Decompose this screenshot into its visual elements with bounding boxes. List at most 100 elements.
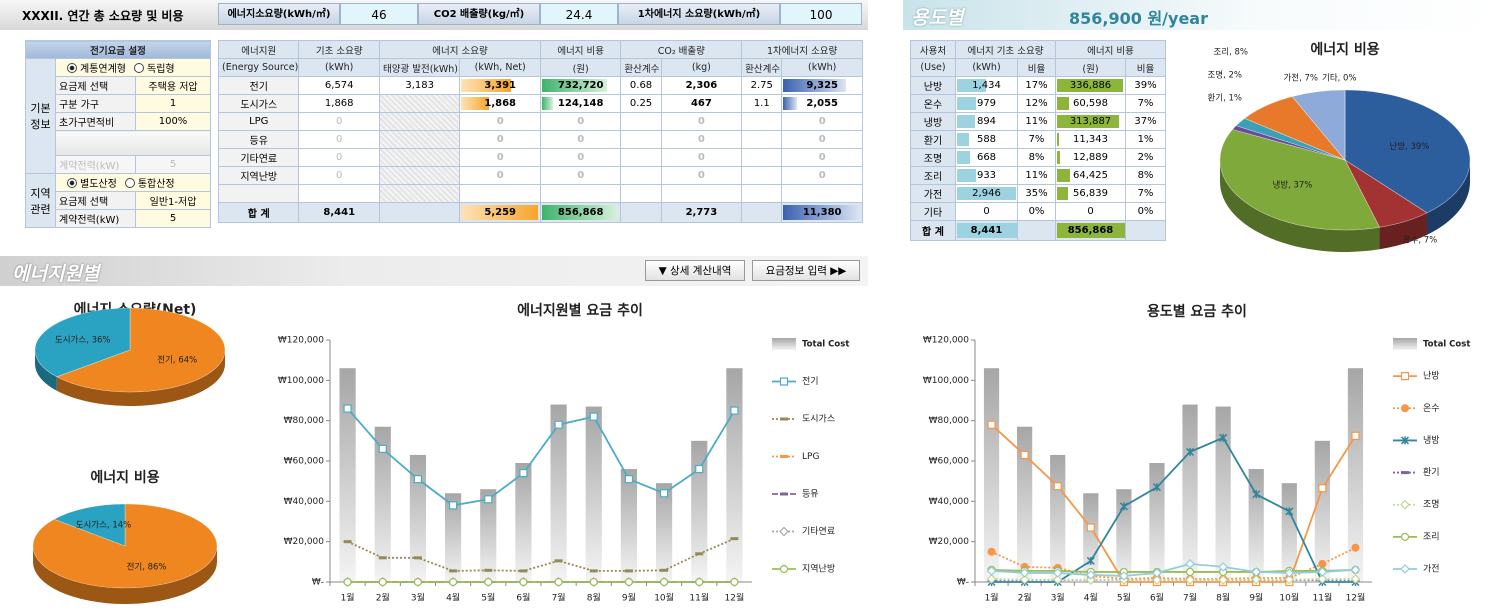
header-bar: XXXII. 연간 총 소요량 및 비용 에너지소요량(kWh/㎡) 46 CO2 배…	[0, 0, 868, 30]
marker	[1053, 482, 1062, 491]
subheader: (Energy Source) (kWh) 태양광 발전(kWh) (kWh, Net…	[217, 58, 863, 77]
radio-button[interactable]	[67, 178, 77, 188]
cell	[741, 130, 783, 149]
bar	[1215, 406, 1231, 582]
setting-value[interactable]: 일반1-저압	[134, 191, 212, 210]
cell-text: 56,839	[1073, 188, 1108, 199]
cell-text: 1,868	[324, 98, 354, 109]
cell	[378, 166, 461, 185]
row: 환기 588 7% 11,343 1%	[910, 130, 1167, 149]
marker	[1285, 507, 1294, 516]
cell-text: 0.25	[629, 98, 653, 109]
marker	[484, 568, 493, 572]
legend-marker	[780, 455, 788, 458]
cell: 7%	[1124, 94, 1167, 113]
cell: 0	[1055, 202, 1126, 221]
row: 가전 2,946 35% 56,839 7%	[910, 184, 1167, 203]
metric-label: CO2 배출량(kg/㎡)	[418, 3, 540, 25]
cell: LPG	[217, 112, 300, 131]
cell: 도시가스	[217, 94, 300, 113]
radio-button[interactable]	[67, 63, 77, 73]
setting-value[interactable]: 주택용 저압	[134, 76, 212, 95]
cell: 1,868	[459, 94, 541, 113]
row: 요금제 선택 주택용 저압	[26, 76, 212, 95]
marker	[413, 556, 422, 560]
data-bar	[957, 223, 1017, 238]
legend-marker	[1400, 564, 1410, 574]
pie-label: 도시가스, 14%	[76, 521, 132, 531]
bar	[655, 483, 673, 582]
radio-label: 별도산정	[80, 179, 117, 190]
row: 등유 0 0 0 0 0	[217, 130, 863, 149]
sub-head: 비율	[1017, 58, 1056, 77]
legend-label: 가전	[1423, 564, 1440, 575]
sub-head: (Energy Source)	[217, 58, 300, 77]
cell-text: 0	[697, 152, 705, 163]
pie-slice	[53, 503, 126, 547]
legend-marker	[1401, 471, 1409, 475]
bar	[691, 440, 708, 582]
col-head: 에너지 비용	[539, 40, 622, 59]
setting-value[interactable]: 1	[134, 94, 212, 113]
metric-value: 24.4	[540, 3, 618, 25]
cell: 894	[955, 112, 1018, 131]
cell: 0%	[1017, 202, 1056, 221]
row: 전기요금 설정	[24, 40, 212, 59]
cell: 5,259	[459, 202, 541, 223]
pie-slice	[34, 307, 131, 378]
marker	[1152, 568, 1162, 578]
marker	[519, 569, 528, 573]
col-head: 에너지 기초 소요량	[955, 40, 1056, 59]
setting-key: 계약전력(kW)	[55, 155, 136, 174]
legend-label: 지역난방	[802, 564, 835, 575]
data-bar	[461, 205, 538, 220]
cell: 0	[298, 148, 380, 167]
marker	[589, 569, 598, 573]
data-bar	[1057, 223, 1125, 238]
cell: 11%	[1017, 166, 1056, 185]
cell-text: 7%	[1137, 188, 1154, 199]
cell: 0.25	[620, 94, 662, 113]
rate-button[interactable]: 요금정보 입력 ▶▶	[752, 260, 860, 281]
detail-button[interactable]: ▼ 상세 계산내역	[645, 260, 745, 281]
data-bar	[663, 97, 678, 110]
y-tick-label: ₩60,000	[929, 457, 970, 467]
data-bar	[957, 187, 1016, 200]
x-tick-label: 11월	[1313, 592, 1333, 604]
cell-text: 0	[697, 134, 705, 145]
cell-text: 0.68	[629, 80, 653, 91]
cell-text: 2,055	[806, 98, 839, 109]
radio-cell: 계통연계형 독립형	[54, 58, 212, 77]
cell: 기타	[910, 202, 956, 221]
x-tick-label: 8월	[587, 592, 601, 604]
cell: 56,839	[1055, 184, 1126, 203]
cell-text: 7%	[1137, 98, 1154, 109]
legend-marker	[1400, 499, 1410, 510]
col-head: 기초 소요량	[298, 40, 380, 59]
blank-cell	[217, 184, 300, 203]
marker	[624, 569, 633, 573]
setting-value[interactable]: 5	[134, 209, 212, 228]
cell: 35%	[1017, 184, 1056, 203]
marker	[1351, 543, 1360, 552]
metric-label: 에너지소요량(kWh/㎡)	[218, 3, 340, 25]
radio-button[interactable]	[124, 178, 135, 188]
bar	[1017, 426, 1033, 582]
cell	[741, 148, 783, 167]
table-body: 난방 1,434 17% 336,886 39% 온수 979 12% 60,598 7% 냉방 89…	[910, 76, 1167, 241]
section-label: 에너지원별	[12, 263, 100, 285]
marker	[987, 420, 996, 429]
cell-text: 8,441	[323, 207, 356, 218]
chart-title: 용도별 요금 추이	[1147, 303, 1247, 320]
setting-value[interactable]: 5	[134, 155, 212, 174]
x-tick-label: 12월	[1346, 592, 1366, 604]
cell: 0	[459, 166, 541, 185]
blank-cell	[781, 184, 863, 203]
cell: 37%	[1124, 112, 1167, 131]
radio-button[interactable]	[134, 63, 144, 73]
setting-value[interactable]: 100%	[134, 112, 212, 131]
legend-label: 등유	[802, 489, 819, 500]
data-bar	[1057, 169, 1070, 182]
x-tick-label: 4월	[446, 592, 460, 604]
header-row: 사용처 에너지 기초 소요량 에너지 비용	[910, 40, 1167, 59]
